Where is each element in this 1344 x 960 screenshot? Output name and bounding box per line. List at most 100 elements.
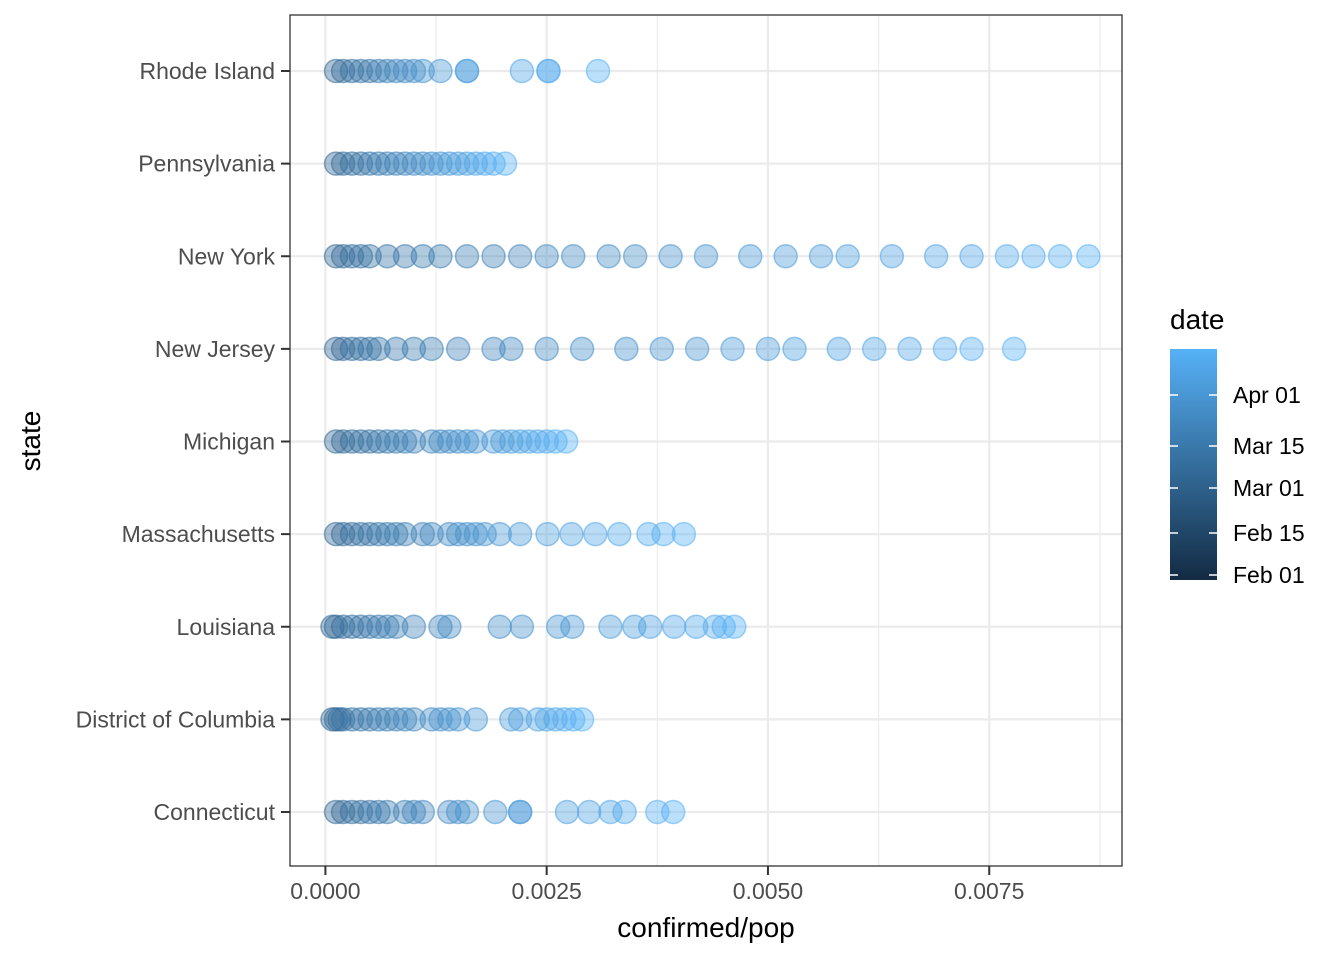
data-point xyxy=(481,336,506,362)
data-point xyxy=(499,336,524,362)
data-point xyxy=(348,58,374,84)
y-tick-label: Connecticut xyxy=(154,799,276,825)
data-point xyxy=(560,707,586,732)
data-point xyxy=(348,244,374,269)
y-tick-label: District of Columbia xyxy=(76,706,276,732)
data-point xyxy=(481,244,506,269)
data-point xyxy=(755,336,781,362)
data-point xyxy=(366,429,391,454)
x-tick-label: 0.0075 xyxy=(954,878,1024,904)
legend-label: Feb 15 xyxy=(1233,520,1305,546)
y-tick-label: Michigan xyxy=(183,429,275,455)
data-point xyxy=(348,429,374,454)
data-point xyxy=(339,799,365,825)
data-point xyxy=(959,336,984,362)
data-point xyxy=(419,151,444,176)
data-point xyxy=(339,521,365,547)
data-point xyxy=(569,336,595,362)
data-point xyxy=(445,336,471,362)
data-point xyxy=(410,244,436,269)
data-point xyxy=(612,799,637,825)
data-point xyxy=(543,707,568,732)
data-point xyxy=(348,707,374,732)
data-point xyxy=(330,429,356,454)
x-axis: 0.0000 0.0025 0.0050 0.0075 xyxy=(290,866,1024,904)
data-point xyxy=(552,707,577,732)
data-point xyxy=(994,244,1020,269)
data-point xyxy=(576,799,602,825)
data-point xyxy=(463,707,489,732)
data-point xyxy=(637,614,663,639)
legend-label: Mar 01 xyxy=(1233,475,1305,501)
data-point xyxy=(375,244,400,269)
data-point xyxy=(684,614,709,639)
data-point xyxy=(383,151,409,176)
data-point xyxy=(410,58,436,84)
data-point xyxy=(932,336,958,362)
data-point xyxy=(782,336,807,362)
data-point xyxy=(392,244,418,269)
data-point xyxy=(401,58,427,84)
data-point xyxy=(392,429,418,454)
data-point xyxy=(428,429,453,454)
data-point xyxy=(348,336,374,362)
data-point xyxy=(536,58,561,84)
data-point xyxy=(445,799,471,825)
data-point xyxy=(1001,336,1027,362)
data-point xyxy=(879,244,905,269)
data-point xyxy=(419,429,444,454)
x-axis-title: confirmed/pop xyxy=(617,912,794,943)
legend-label: Apr 01 xyxy=(1233,382,1301,408)
data-point xyxy=(366,707,391,732)
y-tick-label: Massachusetts xyxy=(122,521,275,547)
data-point xyxy=(923,244,949,269)
data-point xyxy=(463,151,489,176)
data-point xyxy=(684,336,710,362)
data-point xyxy=(437,707,462,732)
data-point xyxy=(661,799,686,825)
x-tick-label: 0.0025 xyxy=(512,878,582,904)
data-point xyxy=(525,429,551,454)
y-tick-label: New Jersey xyxy=(155,336,276,362)
data-points xyxy=(320,58,1101,825)
data-point xyxy=(330,151,356,176)
data-point xyxy=(428,614,453,639)
data-point xyxy=(375,429,400,454)
data-point xyxy=(330,58,356,84)
data-point xyxy=(702,614,728,639)
data-point xyxy=(383,336,409,362)
data-point xyxy=(445,151,471,176)
data-point xyxy=(463,521,489,547)
data-point xyxy=(339,58,365,84)
data-point xyxy=(598,799,623,825)
data-point xyxy=(348,151,374,176)
data-point xyxy=(428,707,453,732)
data-point xyxy=(598,614,623,639)
data-point xyxy=(554,799,580,825)
data-point xyxy=(507,799,533,825)
legend-colorbar xyxy=(1170,349,1217,580)
legend-title: date xyxy=(1170,304,1225,335)
data-point xyxy=(401,614,427,639)
data-point xyxy=(392,521,418,547)
data-point xyxy=(835,244,860,269)
data-point xyxy=(401,707,427,732)
data-point xyxy=(330,707,356,732)
data-point xyxy=(410,521,436,547)
data-point xyxy=(693,244,719,269)
data-point xyxy=(339,151,365,176)
data-point xyxy=(383,58,409,84)
data-point xyxy=(357,244,382,269)
data-point xyxy=(622,244,648,269)
data-point xyxy=(722,614,747,639)
data-point xyxy=(671,521,697,547)
data-point xyxy=(897,336,922,362)
data-point xyxy=(330,336,356,362)
data-point xyxy=(366,521,391,547)
data-point xyxy=(569,707,595,732)
data-point xyxy=(454,429,480,454)
data-point xyxy=(383,429,409,454)
data-point xyxy=(1021,244,1046,269)
data-point xyxy=(383,614,409,639)
data-point xyxy=(651,521,676,547)
